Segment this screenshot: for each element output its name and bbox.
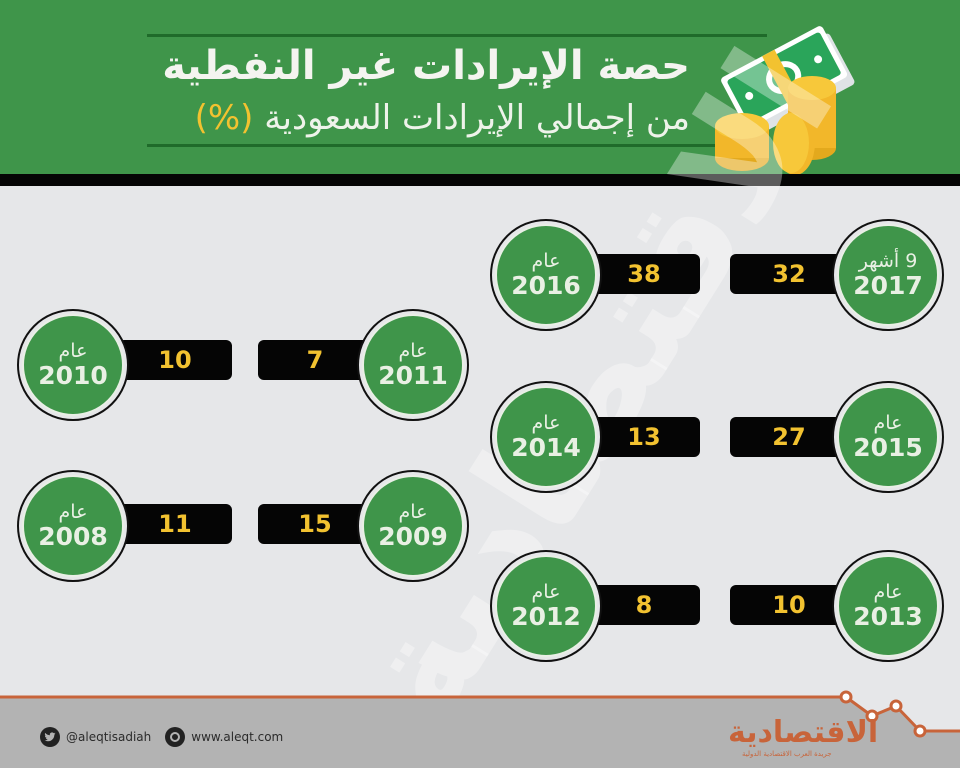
year-value: 2010: [38, 361, 108, 390]
year-label: عام: [873, 581, 903, 603]
year-value: 2012: [511, 602, 581, 631]
header: حصة الإيرادات غير النفطية من إجمالي الإي…: [0, 0, 960, 175]
year-badge-2012: عام 2012: [490, 550, 602, 662]
brand-logo: الاقتصادية: [728, 715, 879, 750]
year-label: عام: [58, 501, 88, 523]
subtitle-unit: (%): [194, 98, 254, 138]
year-badge-2013: عام 2013: [832, 550, 944, 662]
twitter-icon: [40, 727, 60, 747]
twitter-link[interactable]: @aleqtisadiah: [40, 727, 151, 747]
year-badge-2008: عام 2008: [17, 470, 129, 582]
value-bar-2013: 10: [730, 585, 848, 625]
subtitle-text: من إجمالي الإيرادات السعودية: [264, 98, 690, 138]
year-value: 2008: [38, 522, 108, 551]
year-label: عام: [531, 412, 561, 434]
footer-band: [0, 690, 960, 768]
value-bar-2015: 27: [730, 417, 848, 457]
value-bar-2016: 38: [588, 254, 700, 294]
header-rule-bottom: [147, 144, 767, 147]
header-band: [0, 174, 960, 186]
footer-links: @aleqtisadiah www.aleqt.com: [40, 727, 283, 747]
twitter-handle: @aleqtisadiah: [66, 730, 152, 744]
value-bar-2011: 7: [258, 340, 372, 380]
brand-tagline: جريدة العرب الاقتصادية الدولية: [742, 750, 832, 758]
year-badge-2016: عام 2016: [490, 219, 602, 331]
year-label: عام: [531, 250, 561, 272]
year-value: 2014: [511, 433, 581, 462]
value-bar-2012: 8: [588, 585, 700, 625]
value-bar-2014: 13: [588, 417, 700, 457]
year-value: 2016: [511, 271, 581, 300]
value-bar-2017: 32: [730, 254, 848, 294]
year-badge-2015: عام 2015: [832, 381, 944, 493]
value-bar-2009: 15: [258, 504, 372, 544]
year-badge-2011: عام 2011: [357, 309, 469, 421]
value-bar-2008: 11: [118, 504, 232, 544]
year-value: 2017: [853, 271, 923, 300]
year-badge-2017: 9 أشهر 2017: [832, 219, 944, 331]
year-badge-2010: عام 2010: [17, 309, 129, 421]
money-coins-icon: [715, 26, 855, 175]
year-label: 9 أشهر: [858, 250, 918, 272]
year-value: 2015: [853, 433, 923, 462]
website-url: www.aleqt.com: [191, 730, 284, 744]
year-label: عام: [398, 340, 428, 362]
year-badge-2014: عام 2014: [490, 381, 602, 493]
page-subtitle: من إجمالي الإيرادات السعودية (%): [195, 96, 690, 140]
year-value: 2011: [378, 361, 448, 390]
year-label: عام: [398, 501, 428, 523]
year-value: 2013: [853, 602, 923, 631]
year-value: 2009: [378, 522, 448, 551]
year-label: عام: [873, 412, 903, 434]
year-label: عام: [58, 340, 88, 362]
header-rule-top: [147, 34, 767, 37]
website-link[interactable]: www.aleqt.com: [165, 727, 283, 747]
year-badge-2009: عام 2009: [357, 470, 469, 582]
value-bar-2010: 10: [118, 340, 232, 380]
page-title: حصة الإيرادات غير النفطية: [162, 43, 690, 89]
globe-icon: [165, 727, 186, 747]
year-label: عام: [531, 581, 561, 603]
